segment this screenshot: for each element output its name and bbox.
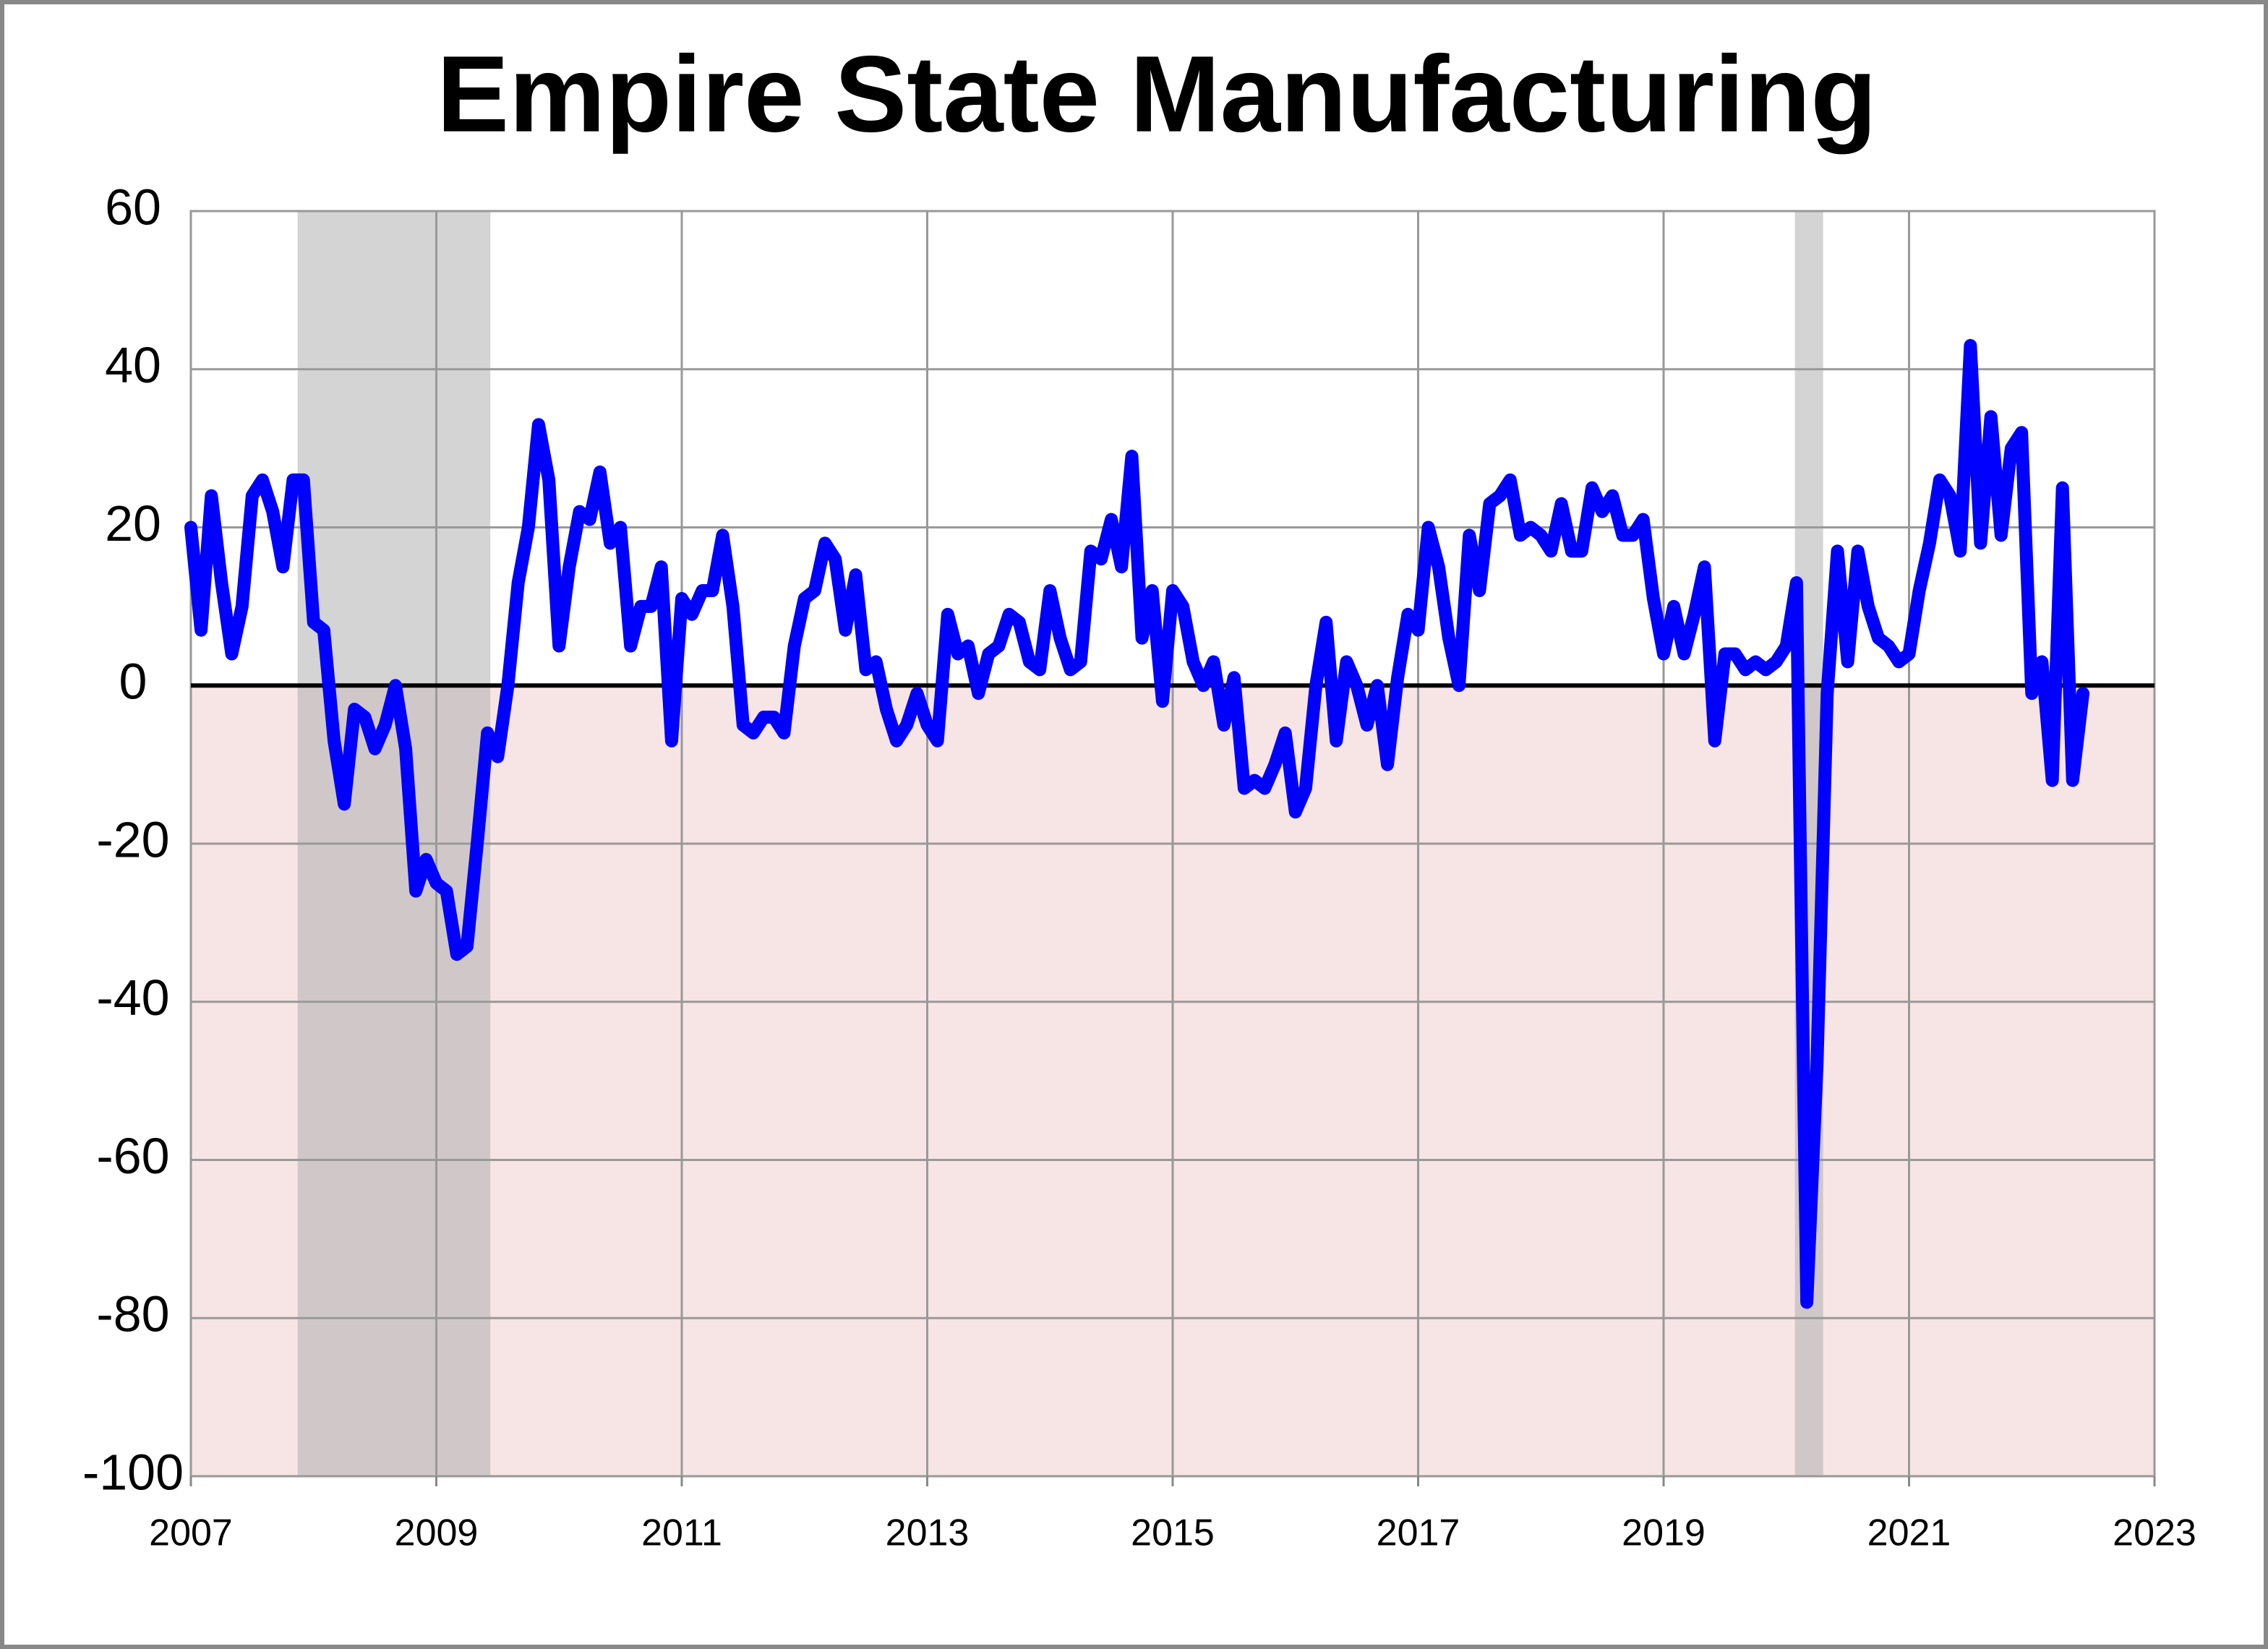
x-tick-label: 2017 xyxy=(1377,1512,1460,1554)
y-tick-label: -40 xyxy=(96,969,169,1026)
x-tick-label: 2013 xyxy=(886,1512,970,1554)
x-tick-label: 2021 xyxy=(1867,1512,1951,1554)
chart-title: Empire State Manufacturing xyxy=(437,33,1877,155)
y-tick-label: -20 xyxy=(96,811,169,868)
y-tick-label: 20 xyxy=(105,495,161,552)
y-tick-label: 40 xyxy=(105,337,161,393)
data-line xyxy=(184,338,2090,1309)
x-tick-label: 2007 xyxy=(149,1512,233,1554)
y-tick-label: 60 xyxy=(105,179,161,235)
y-tick-label: -100 xyxy=(82,1444,184,1500)
x-tick-label: 2009 xyxy=(395,1512,479,1554)
y-tick-label: -80 xyxy=(96,1286,169,1342)
y-tick-label: -60 xyxy=(96,1128,169,1184)
x-tick-label: 2011 xyxy=(641,1512,722,1554)
x-tick-label: 2019 xyxy=(1622,1512,1706,1554)
x-tick-label: 2015 xyxy=(1131,1512,1215,1554)
x-tick-label: 2023 xyxy=(2113,1512,2196,1554)
y-tick-label: 0 xyxy=(119,654,147,710)
